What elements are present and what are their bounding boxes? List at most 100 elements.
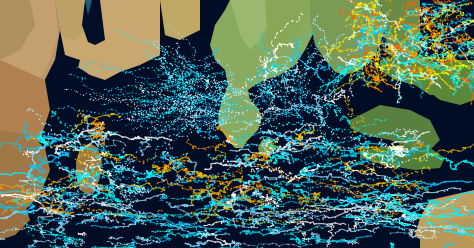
Point	[206, 207, 213, 211]
Point	[412, 60, 420, 64]
Point	[314, 144, 321, 148]
Point	[221, 172, 228, 176]
Point	[91, 164, 98, 168]
Point	[287, 129, 294, 133]
Point	[408, 232, 416, 236]
Point	[221, 92, 228, 96]
Point	[308, 236, 316, 240]
Point	[442, 7, 450, 11]
Point	[204, 73, 212, 77]
Point	[90, 122, 98, 125]
Point	[401, 14, 409, 18]
Point	[275, 69, 283, 73]
Point	[73, 124, 80, 128]
Point	[80, 231, 87, 235]
Point	[353, 203, 360, 207]
Point	[192, 110, 200, 114]
Point	[316, 125, 324, 129]
Point	[173, 98, 181, 102]
Point	[56, 237, 64, 241]
Point	[160, 127, 168, 131]
Point	[223, 200, 231, 204]
Point	[432, 29, 440, 33]
Point	[302, 237, 310, 241]
Point	[101, 156, 109, 160]
Point	[37, 137, 45, 141]
Point	[301, 171, 309, 175]
Point	[283, 77, 291, 81]
Point	[365, 21, 373, 25]
Point	[12, 226, 20, 230]
Point	[375, 11, 383, 15]
Point	[411, 210, 419, 214]
Point	[435, 44, 443, 48]
Point	[52, 184, 59, 188]
Point	[450, 30, 457, 34]
Point	[218, 150, 225, 154]
Point	[389, 146, 396, 150]
Point	[238, 189, 246, 193]
Point	[383, 41, 391, 45]
Point	[118, 154, 126, 158]
Point	[433, 33, 440, 37]
Point	[289, 220, 296, 224]
Point	[375, 31, 383, 35]
Point	[170, 102, 177, 106]
Point	[93, 178, 101, 182]
Point	[152, 103, 160, 107]
Point	[317, 134, 325, 138]
Point	[382, 41, 390, 45]
Point	[153, 147, 160, 151]
Point	[337, 188, 345, 192]
Point	[319, 59, 326, 62]
Point	[148, 114, 155, 118]
Point	[261, 63, 269, 67]
Point	[392, 201, 399, 205]
Point	[157, 222, 164, 226]
Point	[165, 228, 173, 232]
Point	[95, 191, 102, 195]
Point	[114, 176, 122, 180]
Point	[162, 163, 169, 167]
Point	[110, 194, 118, 198]
Point	[39, 140, 46, 144]
Point	[410, 71, 417, 75]
Point	[325, 125, 332, 129]
Point	[172, 92, 180, 96]
Point	[360, 50, 368, 54]
Point	[373, 144, 380, 148]
Point	[216, 246, 223, 248]
Point	[123, 247, 130, 248]
Point	[219, 91, 227, 94]
Point	[382, 63, 389, 67]
Point	[344, 97, 351, 101]
Point	[365, 191, 373, 195]
Point	[400, 227, 408, 231]
Point	[128, 36, 135, 40]
Point	[178, 108, 186, 112]
Point	[260, 199, 267, 203]
Point	[159, 92, 167, 96]
Point	[378, 65, 386, 69]
Point	[318, 130, 325, 134]
Point	[418, 205, 426, 209]
Point	[367, 45, 375, 49]
Point	[431, 56, 438, 60]
Point	[28, 108, 36, 112]
Point	[362, 201, 370, 205]
Point	[404, 34, 412, 38]
Point	[388, 142, 395, 146]
Point	[338, 64, 346, 68]
Point	[382, 204, 389, 208]
Point	[420, 180, 428, 184]
Point	[183, 151, 191, 155]
Point	[218, 84, 226, 88]
Point	[82, 145, 89, 149]
Point	[365, 144, 372, 148]
Point	[289, 228, 297, 232]
Point	[160, 192, 168, 196]
Point	[212, 176, 219, 180]
Point	[253, 156, 260, 160]
Point	[161, 196, 168, 200]
Point	[398, 48, 406, 52]
